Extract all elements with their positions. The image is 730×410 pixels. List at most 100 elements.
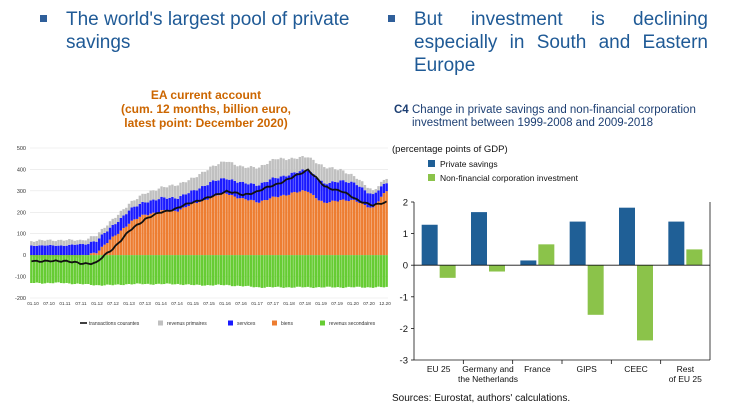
ea-bar-biens [111,236,114,256]
ea-bar-biens [95,253,98,256]
ea-bar-revenus-secondaires [285,255,288,288]
ea-bar-services [32,245,36,256]
bullet-square-icon [40,15,47,22]
ea-bar-revenus-secondaires [347,255,350,287]
ea-bar-revenus-primaires [247,167,250,185]
ea-bar-services [149,200,152,214]
ea-bar-biens [130,220,133,256]
ea-bar-biens [339,200,342,256]
ea-bar-revenus-primaires [222,161,226,179]
ea-bar-biens [206,199,209,256]
ea-bar-biens [352,199,356,256]
ea-bar-biens [238,198,242,256]
ea-bar-services [377,190,380,202]
ea-bar-biens [255,202,258,256]
c4-x-tick-label: GIPS [577,364,598,374]
ea-bar-revenus-primaires [127,203,131,211]
ea-bar-services [350,181,353,200]
ea-bar-services [285,176,288,196]
ea-bar-biens [293,191,296,256]
ea-bar-services [225,179,228,194]
ea-bar-revenus-secondaires [361,255,364,288]
ea-bar-revenus-secondaires [241,255,245,287]
ea-bar-revenus-secondaires [35,255,38,283]
ea-bar-revenus-secondaires [144,255,147,285]
ea-x-tick-label: 01.14 [155,301,167,306]
ea-bar-services [35,245,38,256]
ea-bar-revenus-primaires [133,200,136,207]
ea-bar-revenus-secondaires [244,255,247,287]
ea-bar-biens [222,192,226,256]
ea-bar-biens [347,201,350,256]
ea-bar-revenus-primaires [141,193,144,202]
ea-bar-revenus-secondaires [78,255,82,284]
ea-bar-services [228,179,231,196]
ea-bar-revenus-primaires [366,187,369,194]
ea-bar-biens [122,227,125,256]
ea-bar-revenus-primaires [314,163,318,178]
ea-bar-revenus-secondaires [73,255,76,285]
ea-bar-biens [116,233,120,256]
ea-bar-revenus-secondaires [97,255,101,286]
ea-bar-services [54,245,57,256]
ea-bar-services [171,196,174,210]
ea-bar-services [331,181,334,201]
ea-bar-services [62,245,66,256]
ea-bar-services [46,245,49,256]
ea-bar-revenus-secondaires [135,255,139,284]
ea-bar-revenus-primaires [263,164,266,183]
ea-bar-revenus-secondaires [46,255,49,283]
ea-bar-services [298,171,302,192]
ea-bar-revenus-primaires [73,240,76,245]
ea-bar-biens [263,199,266,256]
ea-bar-revenus-secondaires [352,255,356,288]
ea-bar-revenus-primaires [95,236,98,242]
ea-bar-biens [382,193,386,256]
ea-bar-revenus-secondaires [287,255,291,288]
ea-bar-biens [358,202,361,256]
ea-bar-biens [179,209,182,256]
ea-bar-services [320,180,323,201]
ea-bar-services [314,177,318,199]
ea-bar-services [173,198,177,211]
c4-legend-label: Private savings [440,159,498,169]
ea-bar-services [385,183,388,192]
ea-bar-services [344,182,348,201]
ea-bar-revenus-secondaires [290,255,293,288]
ea-bar-services [371,194,375,208]
ea-bar-biens [217,195,220,256]
ea-bar-biens [209,197,212,256]
savings-investment-chart: Private savings Non-financial corporation… [400,159,711,384]
ea-bar-biens [211,195,215,256]
ea-bar-revenus-primaires [236,166,239,183]
ea-bar-revenus-secondaires [350,255,353,288]
ea-x-tick-label: 07.19 [331,301,343,306]
ea-bar-revenus-primaires [293,158,296,173]
ea-bar-services [219,178,223,194]
ea-y-tick-label: -100 [15,275,26,281]
ea-bar-services [333,181,337,201]
ea-bar-services [282,175,285,195]
ea-bar-revenus-secondaires [125,255,128,285]
ea-x-tick-label: 01.18 [283,301,295,306]
ea-x-tick-label: 07.14 [171,301,183,306]
c4-legend-label: Non-financial corporation investment [440,173,579,183]
ea-bar-biens [241,198,245,256]
ea-bar-revenus-primaires [323,167,326,184]
ea-bar-biens [103,244,106,256]
ea-title-line-2: (cum. 12 months, billion euro, [120,102,291,116]
ea-bar-revenus-primaires [43,240,47,246]
c4-bar-private-savings [569,221,586,266]
ea-bar-revenus-primaires [295,158,299,173]
ea-bar-services [323,183,326,203]
c4-bar-nfc-investment [587,265,604,315]
ea-bar-biens [282,194,285,256]
ea-bar-revenus-primaires [165,187,169,199]
ea-bar-revenus-primaires [49,239,52,245]
ea-line-transactions-courantes [31,168,388,266]
ea-bar-revenus-primaires [176,185,180,199]
ea-bar-revenus-secondaires [182,255,185,286]
ea-bar-services [78,244,82,256]
ea-bar-revenus-primaires [282,158,285,176]
ea-bar-services [106,231,109,244]
